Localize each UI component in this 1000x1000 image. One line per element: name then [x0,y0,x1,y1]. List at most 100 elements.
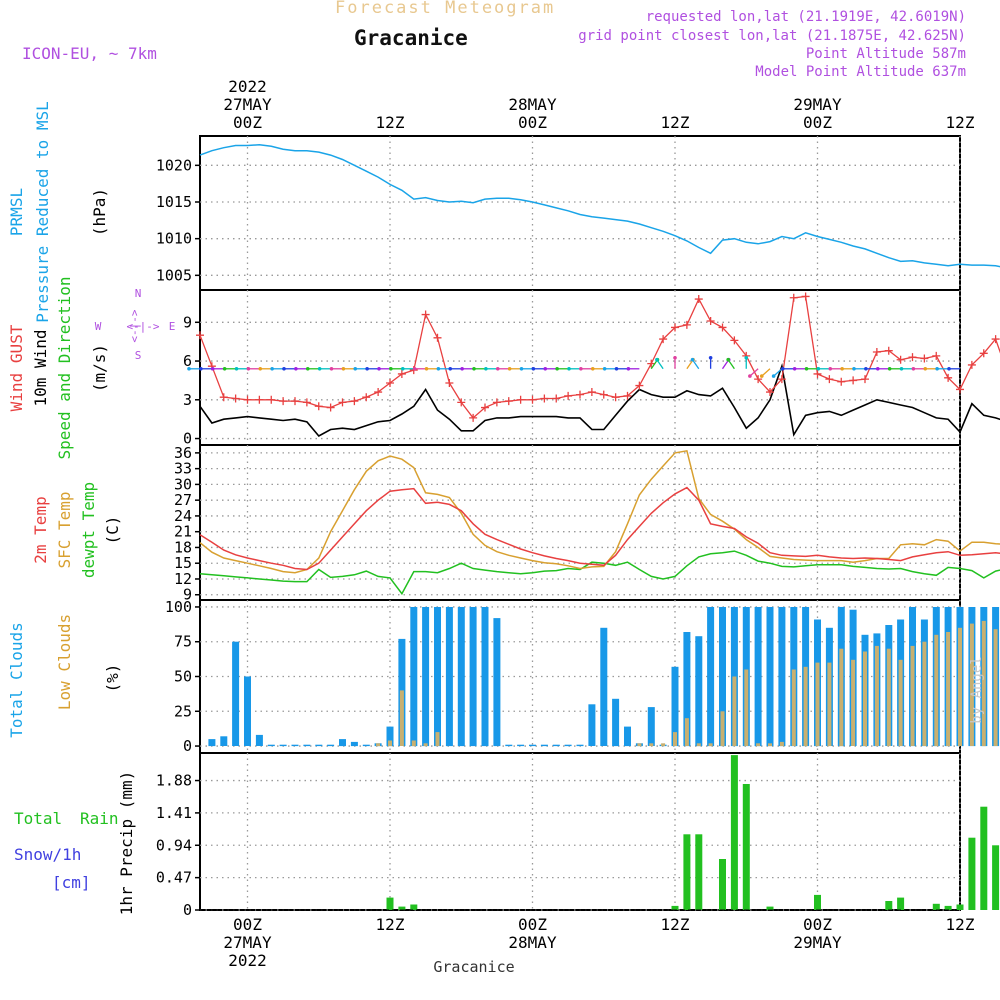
wind-direction-arrowhead [804,366,809,371]
pressure-label-1: PRMSL [7,188,26,236]
wind-gust-point [884,346,893,355]
bottom-day-label: 27MAY [223,933,272,952]
y-tick-label: 1010 [156,230,192,248]
wind-gust-point [291,397,299,406]
wind-gust-point [944,373,953,382]
wind-direction-arrowhead [780,366,785,371]
wind-gust-point [587,388,596,397]
wind-direction-arrowhead [852,366,856,371]
total-cloud-bar [719,607,726,747]
total-cloud-bar [208,739,216,747]
gridpoint-coords: grid point closest lon,lat (21.1875E, 42… [578,28,966,44]
total-cloud-bar [517,744,525,747]
top-day-label: 29MAY [793,95,842,114]
wind-direction-arrowhead [495,366,500,371]
wind-direction-arrowhead [246,366,251,371]
low-cloud-bar [803,666,808,747]
wind-direction-arrowhead [887,366,892,371]
top-hour-label: 00Z [233,113,262,132]
wind-gust-point [967,360,976,369]
cloud-label-total: Total Clouds [7,622,26,738]
wind-gust-point [623,391,632,400]
y-tick-label: 9 [183,313,192,331]
wind-direction-arrowhead [531,366,536,371]
low-cloud-bar [696,743,701,747]
total-cloud-bar [291,744,299,747]
wind-gust-point [861,375,869,384]
total-cloud-bar [457,607,465,747]
total-cloud-bar [255,734,263,746]
y-tick-label: 0 [183,901,192,919]
y-tick-label: 27 [174,491,192,509]
y-tick-label: 1015 [156,193,192,211]
model-label: ICON-EU, ~ 7km [22,44,157,63]
cloud-unit: (%) [103,664,122,693]
total-cloud-bar [564,744,572,747]
wind-gust-point [789,293,798,302]
y-tick-label: 9 [183,586,192,604]
top-year-label: 2022 [228,77,267,96]
wind-direction-arrowhead [341,366,346,371]
model-altitude: Model Point Altitude 637m [755,64,966,80]
rain-bar [766,906,774,910]
wind-gust-point [611,393,620,402]
temp-label-2m: 2m Temp [31,496,50,563]
wind-gust-point [386,379,394,387]
wind-direction-arrowhead [282,366,286,371]
wind-direction-arrow [773,368,783,377]
wind-direction-arrowhead [690,357,695,362]
wind-gust-point [302,398,311,407]
wind-direction-arrowhead [828,366,833,371]
wind-gust-point [397,369,406,378]
compass-south: S [135,349,142,362]
low-cloud-bar [934,634,939,747]
pressure-unit: (hPa) [90,188,109,236]
wind-gust-point [694,295,703,304]
rain-bar [968,837,976,910]
total-cloud-bar [624,726,631,747]
rain-bar [885,901,893,910]
wind-direction-arrowhead [567,366,571,371]
rain-bar [719,859,726,910]
wind-direction-arrowhead [472,366,476,371]
wind-direction-arrowhead [759,374,764,378]
y-tick-label: 1.88 [156,772,192,790]
compass-arrow-v: <-|-> [128,309,141,342]
top-hour-label: 12Z [661,113,690,132]
total-cloud-bar [339,739,346,747]
low-cloud-bar [839,648,844,747]
temp-label-dewpt: dewpt Temp [79,482,98,578]
rain-bar [671,905,679,910]
wind-direction-arrowhead [365,366,369,371]
wind-label-direction: Speed and Direction [55,276,74,459]
wind-gust-point [540,394,549,403]
total-cloud-bar [671,666,679,747]
wind-direction-arrowhead [317,366,322,371]
wind-gust-point [445,379,454,387]
y-tick-label: 21 [174,523,192,541]
low-cloud-bar [411,740,416,747]
rain-bar [695,834,703,910]
wind-gust-point [754,375,763,384]
low-cloud-bar [958,627,962,746]
wind-direction-arrowhead [875,366,880,371]
precip-legend-rain: Rain [80,809,119,828]
y-tick-label: 12 [174,570,192,588]
rain-bar [410,904,418,910]
low-cloud-bar [708,743,713,747]
wind-gust-point [196,331,204,340]
y-tick-label: 15 [174,554,192,572]
top-day-label: 27MAY [223,95,272,114]
total-cloud-bar [505,744,513,747]
wind-gust-point [528,395,537,404]
total-cloud-bar [445,607,453,747]
wind-direction-arrowhead [436,366,441,371]
total-cloud-bar [279,744,287,747]
wind-direction-arrowhead [377,366,381,371]
low-cloud-bar [898,659,903,746]
low-cloud-bar [981,620,986,747]
wind-gust-point [350,397,359,406]
low-cloud-bar [910,645,915,746]
total-cloud-bar [362,744,370,747]
wind-gust-point [991,335,1000,344]
